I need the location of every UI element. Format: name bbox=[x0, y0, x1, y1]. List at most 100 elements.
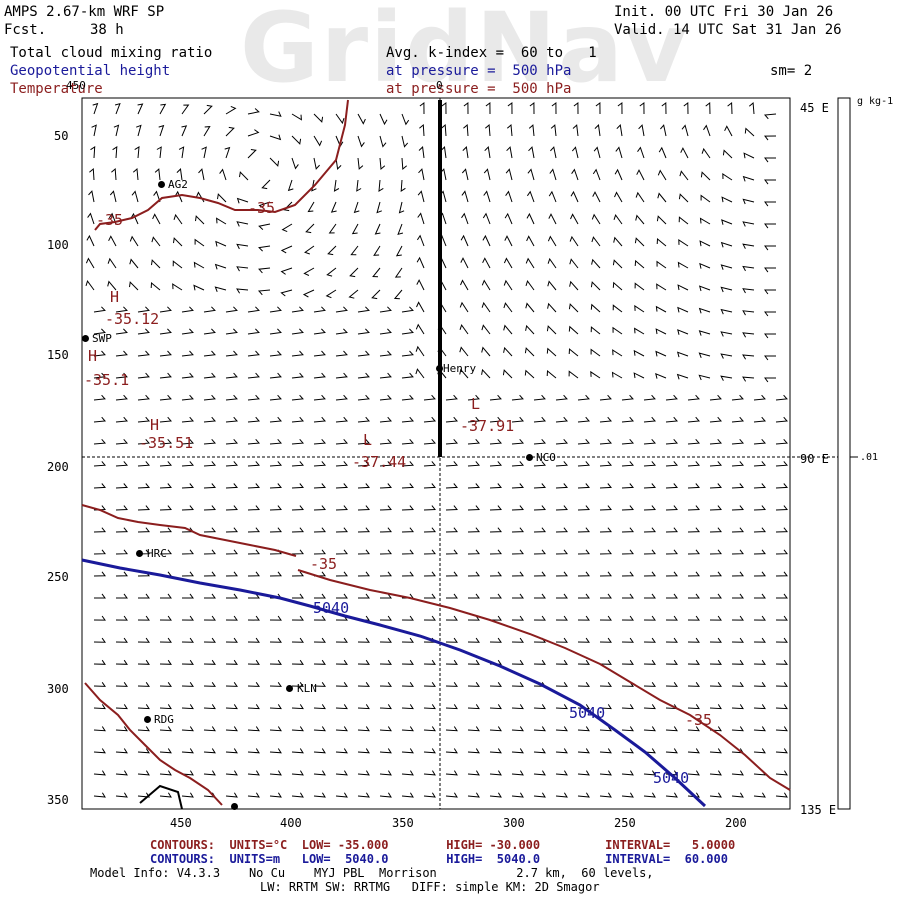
wind-barb bbox=[291, 483, 305, 489]
wind-barb bbox=[225, 682, 238, 687]
wind-barb bbox=[137, 103, 144, 115]
wind-barb bbox=[698, 285, 711, 292]
wind-barb bbox=[93, 659, 106, 665]
wind-barb bbox=[313, 438, 327, 445]
wind-barb bbox=[503, 324, 513, 335]
wind-barb bbox=[459, 346, 469, 357]
wind-barb bbox=[424, 593, 436, 599]
field-cloud-mixing: Total cloud mixing ratio bbox=[10, 45, 213, 61]
wind-barb bbox=[401, 615, 414, 621]
wind-barb bbox=[467, 505, 481, 511]
wind-barb bbox=[115, 682, 128, 687]
wind-barb bbox=[528, 146, 535, 159]
wind-barb bbox=[292, 593, 304, 599]
wind-barb bbox=[203, 770, 216, 776]
wind-barb bbox=[151, 236, 161, 247]
top-tick-zero: 0 bbox=[436, 79, 443, 92]
wind-barb bbox=[489, 726, 502, 732]
wind-barb bbox=[467, 682, 480, 687]
wind-barb bbox=[335, 438, 349, 445]
wind-barb bbox=[86, 234, 95, 247]
wind-barb bbox=[291, 792, 304, 798]
temp-label: -35 bbox=[248, 199, 276, 217]
wind-barb bbox=[643, 637, 656, 643]
wind-barb bbox=[621, 571, 634, 577]
temp-label: -35 bbox=[96, 211, 124, 229]
wind-barb bbox=[416, 234, 425, 247]
wind-barb bbox=[129, 281, 139, 291]
wind-barb bbox=[280, 267, 293, 275]
wind-barb bbox=[490, 593, 502, 599]
lon-45e: 45 E bbox=[800, 101, 829, 115]
wind-barb bbox=[731, 394, 744, 401]
wind-barb bbox=[481, 279, 491, 291]
wind-barb bbox=[356, 179, 362, 192]
wind-barb bbox=[511, 704, 524, 710]
wind-barb bbox=[555, 770, 568, 776]
wind-barb bbox=[555, 394, 568, 401]
wind-barb bbox=[195, 215, 205, 225]
wind-barb bbox=[463, 102, 469, 115]
wind-barb bbox=[115, 792, 128, 798]
wind-barb bbox=[528, 124, 535, 137]
wind-barb bbox=[445, 682, 458, 687]
wind-barb bbox=[489, 461, 503, 467]
wind-barb bbox=[753, 792, 766, 798]
wind-barb bbox=[676, 373, 689, 380]
wind-barb bbox=[181, 726, 194, 732]
wind-barb bbox=[655, 305, 667, 313]
wind-barb bbox=[775, 770, 788, 776]
wind-barb bbox=[533, 461, 547, 467]
wind-barb bbox=[336, 593, 348, 599]
wind-barb bbox=[291, 416, 305, 423]
wind-barb bbox=[754, 593, 766, 599]
wind-barb bbox=[379, 157, 386, 171]
wind-barb bbox=[555, 748, 568, 754]
wind-barb bbox=[172, 283, 183, 291]
wind-barb bbox=[313, 748, 326, 754]
wind-barb bbox=[678, 238, 689, 247]
wind-barb bbox=[481, 368, 491, 379]
wind-barb bbox=[415, 323, 425, 335]
low-letter: L bbox=[471, 395, 481, 413]
wind-barb bbox=[502, 369, 513, 379]
wind-barb bbox=[511, 461, 525, 467]
wind-barb bbox=[115, 350, 128, 357]
wind-barb bbox=[304, 245, 315, 255]
wind-barb bbox=[93, 792, 106, 798]
wind-barb bbox=[159, 726, 172, 732]
wind-barb bbox=[291, 637, 304, 643]
wind-barb bbox=[247, 372, 260, 379]
wind-barb bbox=[328, 223, 337, 234]
wind-barb bbox=[93, 704, 106, 710]
wind-barb bbox=[551, 102, 557, 115]
wind-barb bbox=[599, 637, 612, 643]
wind-barb bbox=[665, 637, 678, 643]
wind-barb bbox=[613, 236, 623, 247]
wind-barb bbox=[173, 237, 183, 247]
wind-barb bbox=[710, 593, 722, 599]
wind-barb bbox=[656, 283, 667, 291]
temp-contour-south bbox=[297, 569, 791, 791]
wind-barb bbox=[467, 748, 480, 754]
wind-barb bbox=[720, 264, 733, 270]
wind-barb bbox=[371, 289, 381, 300]
wind-barb bbox=[577, 461, 591, 467]
wind-barb bbox=[660, 124, 667, 137]
wind-barb bbox=[357, 350, 370, 357]
wind-barb bbox=[665, 615, 678, 621]
wind-barb bbox=[357, 113, 366, 125]
wind-barb bbox=[621, 394, 634, 401]
wind-barb bbox=[599, 770, 612, 776]
wind-barb bbox=[467, 483, 481, 489]
wind-barb bbox=[137, 704, 150, 710]
wind-barb bbox=[727, 102, 733, 115]
wind-barb bbox=[637, 146, 645, 159]
wind-barb bbox=[599, 549, 612, 555]
wind-barb bbox=[731, 637, 744, 643]
wind-barb bbox=[753, 438, 767, 445]
wind-barb bbox=[776, 593, 788, 599]
wind-barb bbox=[665, 748, 678, 754]
y-tick-100: 100 bbox=[47, 238, 69, 252]
height-contour-5040 bbox=[81, 558, 707, 808]
